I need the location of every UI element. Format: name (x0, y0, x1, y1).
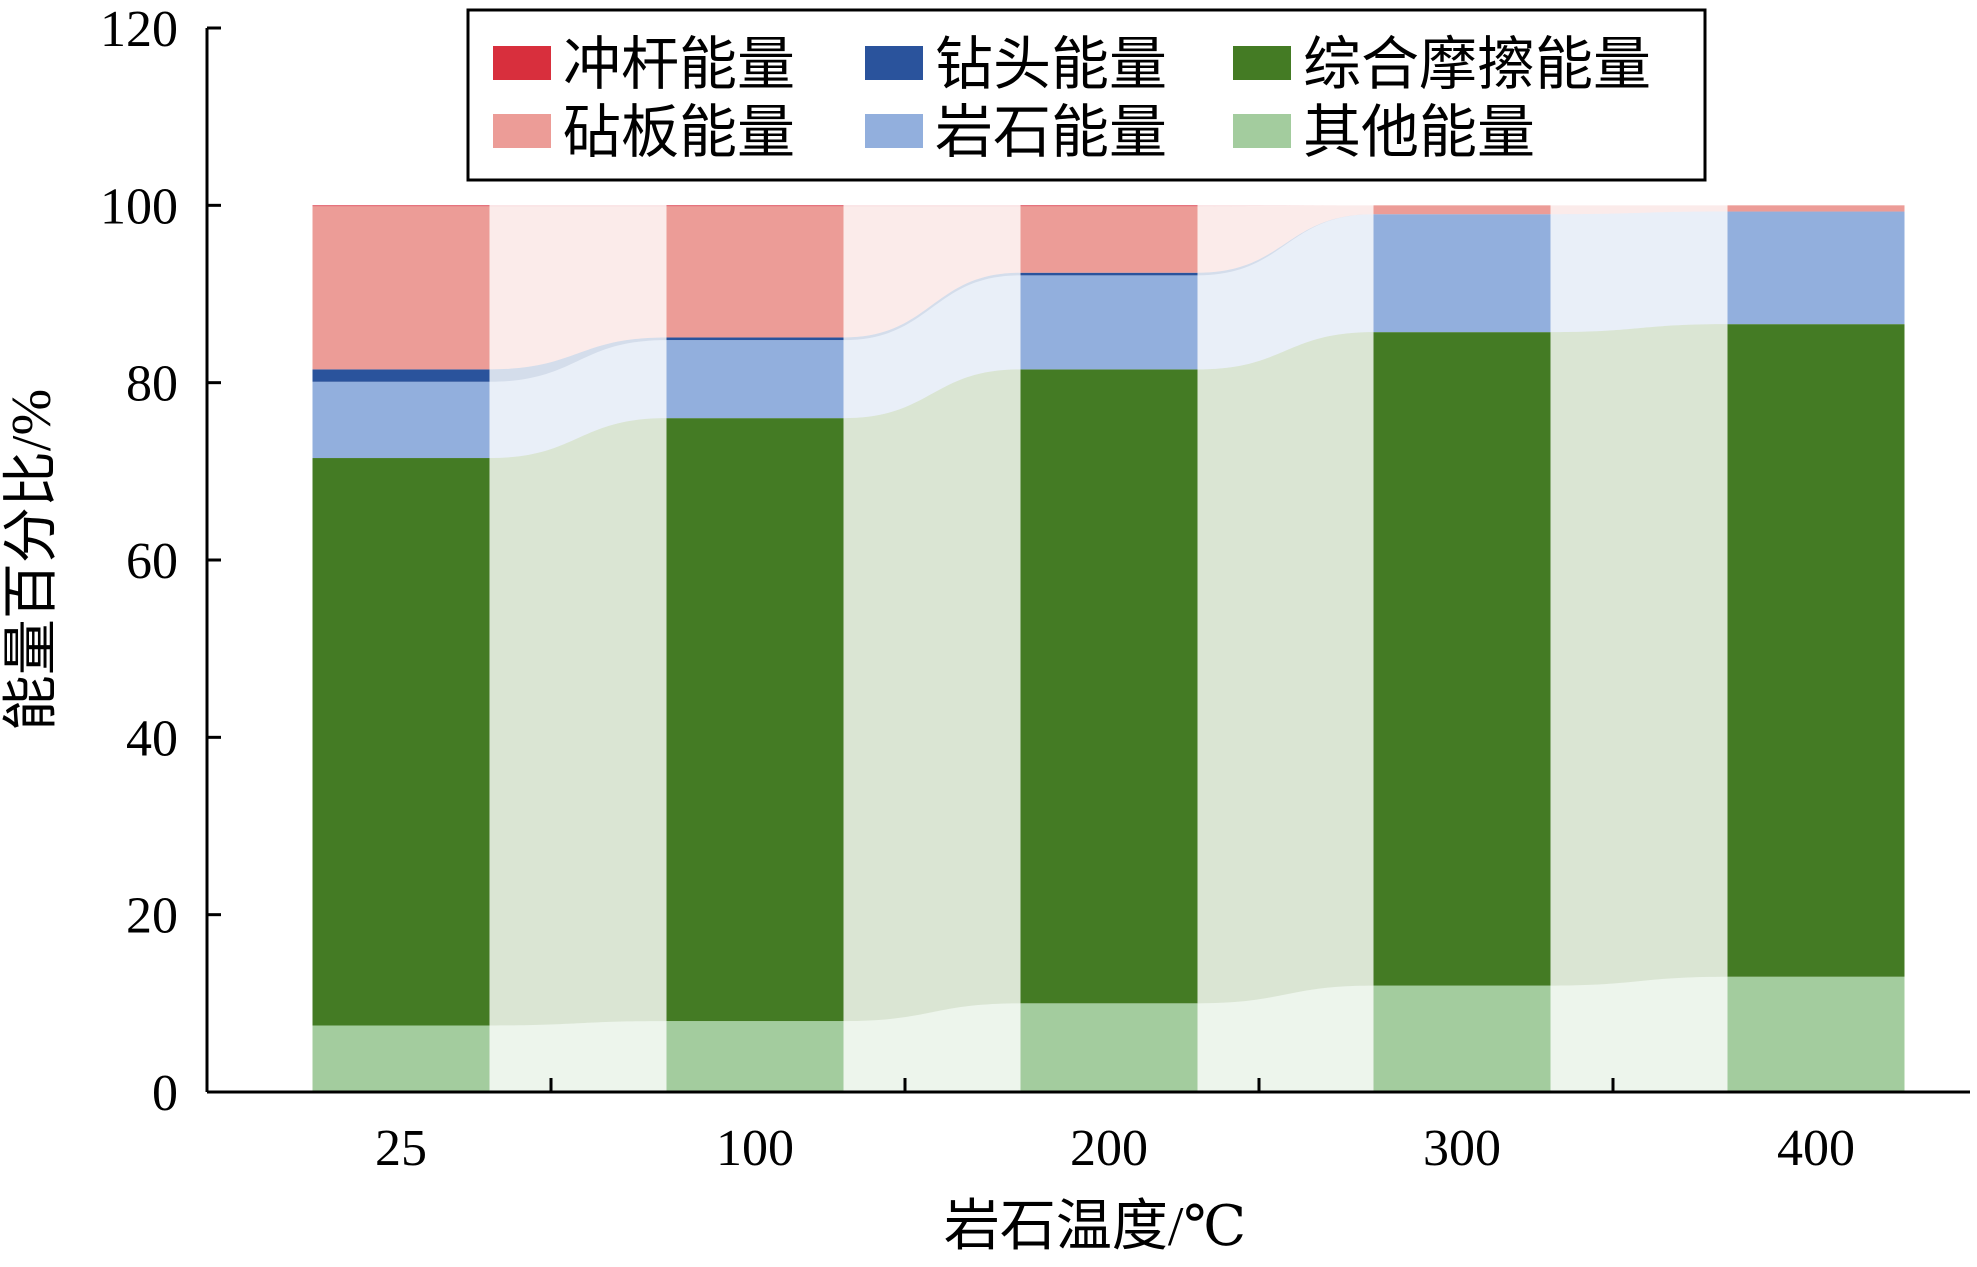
bar-segment (1020, 205, 1198, 207)
connector-band (489, 337, 667, 382)
bar-segment (1727, 211, 1905, 325)
connector-band (1550, 976, 1728, 1092)
legend-label: 综合摩擦能量 (1303, 32, 1651, 97)
connector-band (489, 206, 667, 370)
x-tick-label: 300 (1423, 1120, 1501, 1177)
x-tick-label: 200 (1070, 1120, 1148, 1177)
legend-swatch (1233, 46, 1291, 80)
y-tick-label: 80 (126, 356, 178, 413)
bar-segment (1020, 272, 1198, 276)
connector-band (843, 369, 1021, 1022)
connector-band (1197, 332, 1374, 1004)
legend-box (466, 8, 1707, 182)
bar-segment (1020, 275, 1198, 370)
y-tick-label: 60 (126, 533, 178, 590)
connector-band (1550, 205, 1728, 215)
legend-swatch (493, 114, 551, 148)
connector-band (1197, 214, 1374, 370)
bar-segment (312, 206, 490, 370)
bar-segment (1020, 369, 1198, 1004)
bar-segment (666, 340, 844, 419)
bar-segment (312, 381, 490, 459)
legend-swatch (1233, 114, 1291, 148)
legend-label: 钻头能量 (935, 32, 1167, 97)
y-axis-title: 能量百分比/% (1, 389, 63, 731)
y-ticks: 0 20 40 60 80 100 120 (100, 1, 221, 1122)
y-tick-label: 100 (100, 178, 178, 235)
bar-segment (1020, 1003, 1198, 1092)
bar-segment (1727, 324, 1905, 977)
bar-segment (666, 205, 844, 207)
connector-band (1197, 205, 1374, 273)
x-tick-label: 400 (1777, 1120, 1855, 1177)
connector-band (843, 1003, 1021, 1092)
x-tick-label: 25 (375, 1120, 427, 1177)
legend-swatch (865, 114, 923, 148)
connector-band (1197, 205, 1374, 207)
connector-band (489, 418, 667, 1026)
bar-segment (312, 369, 490, 382)
y-tick-label: 40 (126, 710, 178, 767)
connector-band (1550, 211, 1728, 333)
x-axis-title: 岩石温度/℃ (944, 1196, 1246, 1258)
connector-band (843, 206, 1021, 338)
bar-segment (666, 337, 844, 341)
bar-segment (312, 205, 490, 207)
bar-segment (312, 458, 490, 1026)
x-ticks: 25 100 200 300 400 (375, 1078, 1855, 1177)
bar-segment (1373, 332, 1551, 986)
connector-band (489, 205, 667, 207)
legend-swatch (865, 46, 923, 80)
bar-segment (1373, 205, 1551, 215)
bar-group (312, 205, 1905, 1092)
connector-band (489, 1021, 667, 1092)
y-tick-label: 120 (100, 1, 178, 58)
connector-bands (489, 205, 1728, 1092)
legend-swatch (493, 46, 551, 80)
bar-segment (1373, 985, 1551, 1092)
connector-band (1197, 985, 1374, 1092)
bar-segment (666, 206, 844, 338)
bar-segment (1727, 205, 1905, 212)
y-tick-label: 0 (152, 1065, 178, 1122)
bar-segment (1020, 206, 1198, 273)
connector-band (843, 272, 1021, 341)
bar-segment (666, 1021, 844, 1092)
y-tick-label: 20 (126, 888, 178, 945)
connector-band (843, 275, 1021, 419)
legend-label: 其他能量 (1303, 100, 1535, 165)
connector-band (843, 205, 1021, 207)
x-tick-label: 100 (716, 1120, 794, 1177)
connector-band (1550, 324, 1728, 986)
legend-label: 砧板能量 (563, 100, 795, 165)
bar-segment (1373, 214, 1551, 333)
legend-label: 冲杆能量 (563, 32, 795, 97)
bar-segment (312, 1025, 490, 1092)
connector-band (489, 340, 667, 459)
legend-label: 岩石能量 (935, 100, 1167, 165)
bar-segment (666, 418, 844, 1022)
bar-segment (1727, 976, 1905, 1092)
